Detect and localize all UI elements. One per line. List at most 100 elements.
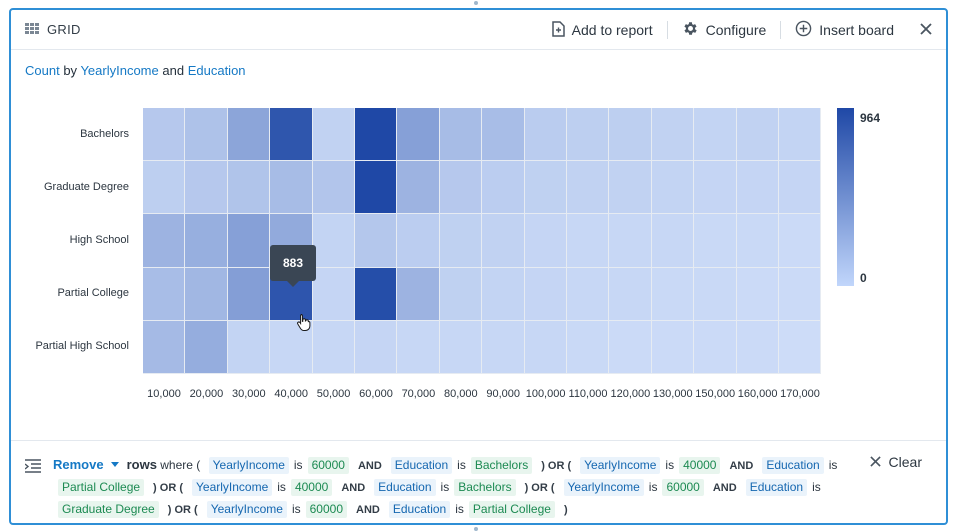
heatmap-cell[interactable] xyxy=(143,267,186,321)
heatmap-cell[interactable] xyxy=(651,108,695,162)
heatmap-cell[interactable] xyxy=(439,267,483,321)
metric-link[interactable]: Count xyxy=(25,63,60,78)
heatmap-cell[interactable] xyxy=(736,267,779,321)
heatmap-cell[interactable] xyxy=(651,161,695,215)
heatmap-cell[interactable] xyxy=(355,108,398,162)
heatmap-cell[interactable] xyxy=(312,214,355,268)
heatmap-cell[interactable] xyxy=(779,320,822,374)
heatmap-cell[interactable] xyxy=(397,214,440,268)
heatmap-cell[interactable] xyxy=(227,214,271,268)
heatmap-cell[interactable] xyxy=(312,108,355,162)
filter-value-chip[interactable]: Bachelors xyxy=(454,479,516,496)
close-button[interactable] xyxy=(920,22,932,38)
heatmap-cell[interactable] xyxy=(694,214,737,268)
heatmap-cell[interactable] xyxy=(609,161,652,215)
remove-action-dropdown[interactable]: Remove xyxy=(53,457,104,472)
filter-field-chip[interactable]: Education xyxy=(762,457,824,474)
filter-field-chip[interactable]: Education xyxy=(390,457,453,474)
heatmap-cell[interactable] xyxy=(736,161,779,215)
heatmap-cell[interactable] xyxy=(185,214,228,268)
heatmap-cell[interactable] xyxy=(694,161,737,215)
add-to-report-button[interactable]: Add to report xyxy=(537,20,667,40)
heatmap-cell[interactable] xyxy=(567,214,610,268)
heatmap-cell[interactable] xyxy=(482,161,525,215)
heatmap-cell[interactable] xyxy=(779,267,822,321)
heatmap-cell[interactable] xyxy=(270,108,313,162)
heatmap-cell[interactable] xyxy=(312,161,355,215)
heatmap-cell[interactable] xyxy=(482,108,525,162)
heatmap-cell[interactable] xyxy=(185,161,228,215)
heatmap-cell[interactable] xyxy=(397,267,440,321)
heatmap-cell[interactable] xyxy=(312,320,355,374)
configure-button[interactable]: Configure xyxy=(668,20,781,40)
heatmap-cell[interactable] xyxy=(609,108,652,162)
heatmap-cell[interactable] xyxy=(227,267,271,321)
heatmap-cell[interactable] xyxy=(524,320,567,374)
heatmap-cell[interactable] xyxy=(397,108,440,162)
filter-value-chip[interactable]: 60000 xyxy=(305,501,347,518)
heatmap-cell[interactable] xyxy=(736,320,779,374)
heatmap-cell[interactable] xyxy=(736,214,779,268)
filter-value-chip[interactable]: Graduate Degree xyxy=(58,501,159,518)
filter-value-chip[interactable]: 40000 xyxy=(290,479,333,496)
heatmap-cell[interactable] xyxy=(482,267,525,321)
filter-field-chip[interactable]: Education xyxy=(374,479,436,496)
filter-value-chip[interactable]: 60000 xyxy=(307,457,349,474)
filter-field-chip[interactable]: YearlyIncome xyxy=(206,501,287,518)
heatmap-cell[interactable] xyxy=(439,161,483,215)
heatmap-cell[interactable] xyxy=(439,214,483,268)
heatmap-cell[interactable] xyxy=(439,320,483,374)
heatmap-cell[interactable] xyxy=(694,267,737,321)
heatmap-cell[interactable] xyxy=(143,214,186,268)
filter-field-chip[interactable]: YearlyIncome xyxy=(208,457,289,474)
heatmap-cell[interactable] xyxy=(567,320,610,374)
heatmap-cell[interactable] xyxy=(397,161,440,215)
heatmap-cell[interactable] xyxy=(694,108,737,162)
clear-filter-button[interactable]: Clear xyxy=(869,454,922,470)
resize-handle-bottom[interactable] xyxy=(474,527,478,531)
heatmap-cell[interactable] xyxy=(524,108,567,162)
heatmap-cell[interactable] xyxy=(185,320,228,374)
heatmap-cell[interactable] xyxy=(524,214,567,268)
insert-board-button[interactable]: Insert board xyxy=(781,20,908,40)
heatmap-cell[interactable] xyxy=(355,161,398,215)
heatmap-cell[interactable] xyxy=(694,320,737,374)
heatmap-cell[interactable] xyxy=(651,267,695,321)
row-field-link[interactable]: YearlyIncome xyxy=(80,63,159,78)
filter-field-chip[interactable]: Education xyxy=(388,501,451,518)
filter-value-chip[interactable]: 60000 xyxy=(662,479,704,496)
heatmap-cell[interactable] xyxy=(567,108,610,162)
heatmap-cell[interactable] xyxy=(609,320,652,374)
heatmap-cell[interactable] xyxy=(482,214,525,268)
heatmap-cell[interactable] xyxy=(227,161,271,215)
filter-field-chip[interactable]: YearlyIncome xyxy=(563,479,644,496)
filter-value-chip[interactable]: Partial College xyxy=(468,501,555,518)
heatmap-cell[interactable] xyxy=(143,320,186,374)
heatmap-cell[interactable] xyxy=(779,108,822,162)
heatmap-cell[interactable] xyxy=(609,214,652,268)
heatmap-cell[interactable] xyxy=(651,320,695,374)
filter-value-chip[interactable]: Bachelors xyxy=(470,457,533,474)
heatmap-cell[interactable] xyxy=(567,161,610,215)
heatmap-cell[interactable] xyxy=(227,108,271,162)
heatmap-cell[interactable] xyxy=(524,267,567,321)
heatmap-cell[interactable] xyxy=(482,320,525,374)
heatmap-cell[interactable] xyxy=(397,320,440,374)
heatmap-cell[interactable] xyxy=(779,161,822,215)
heatmap-cell[interactable] xyxy=(439,108,483,162)
column-field-link[interactable]: Education xyxy=(187,63,246,78)
heatmap-cell[interactable] xyxy=(355,320,398,374)
filter-value-chip[interactable]: Partial College xyxy=(58,479,145,496)
heatmap-cell[interactable] xyxy=(651,214,695,268)
heatmap-cell[interactable] xyxy=(270,161,313,215)
heatmap-cell[interactable] xyxy=(524,161,567,215)
chevron-down-icon[interactable] xyxy=(110,462,119,467)
filter-field-chip[interactable]: YearlyIncome xyxy=(580,457,661,474)
heatmap-cell[interactable] xyxy=(736,108,779,162)
heatmap-cell[interactable] xyxy=(355,214,398,268)
heatmap-cell[interactable] xyxy=(227,320,271,374)
resize-handle-top[interactable] xyxy=(474,1,478,5)
heatmap-cell[interactable] xyxy=(779,214,822,268)
filter-value-chip[interactable]: 40000 xyxy=(679,457,721,474)
heatmap-cell[interactable] xyxy=(185,108,228,162)
